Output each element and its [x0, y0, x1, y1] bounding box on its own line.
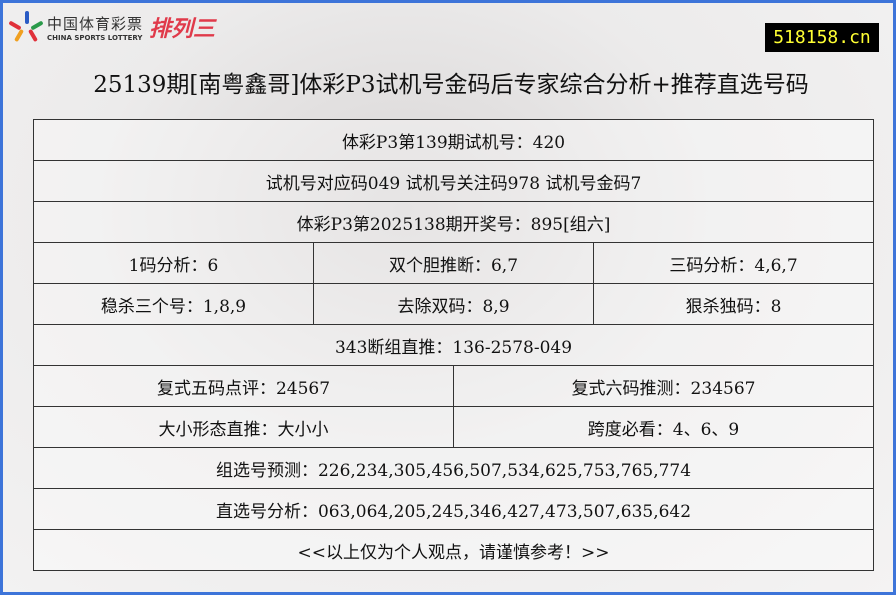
table-row: 复式五码点评：24567 复式六码推测：234567 — [33, 365, 875, 407]
page-title: 25139期[南粤鑫哥]体彩P3试机号金码后专家综合分析+推荐直选号码 — [93, 72, 809, 98]
logo-game-text: 排列三 — [149, 17, 216, 42]
kill-three: 稳杀三个号：1,8,9 — [33, 283, 314, 325]
size-pattern: 大小形态直推：大小小 — [33, 406, 454, 448]
remove-double: 去除双码：8,9 — [313, 283, 594, 325]
site-badge: 518158.cn — [765, 23, 879, 52]
table-row: 大小形态直推：大小小 跨度必看：4、6、9 — [33, 406, 875, 448]
trial-number: 体彩P3第139期试机号：420 — [32, 119, 875, 161]
double-bold: 双个胆推断：6,7 — [313, 242, 594, 284]
kill-single: 狠杀独码：8 — [592, 283, 875, 325]
group-prediction: 组选号预测：226,234,305,456,507,534,625,753,76… — [32, 447, 875, 489]
five-code: 复式五码点评：24567 — [33, 365, 454, 407]
table-row: 组选号预测：226,234,305,456,507,534,625,753,76… — [32, 447, 875, 489]
lottery-star-icon — [8, 11, 44, 43]
logo-en-text: CHINA SPORTS LOTTERY — [47, 33, 143, 42]
span: 跨度必看：4、6、9 — [452, 406, 875, 448]
table-row: 体彩P3第2025138期开奖号：895[组六] — [32, 201, 875, 243]
group-direct: 343断组直推：136-2578-049 — [32, 324, 875, 366]
trial-codes: 试机号对应码049 试机号关注码978 试机号金码7 — [32, 160, 875, 202]
logo-cn-text: 中国体育彩票 — [47, 14, 144, 33]
table-row: 体彩P3第139期试机号：420 — [32, 119, 875, 161]
one-code-analysis: 1码分析：6 — [33, 242, 314, 284]
six-code: 复式六码推测：234567 — [452, 365, 875, 407]
analysis-table: 体彩P3第139期试机号：420 试机号对应码049 试机号关注码978 试机号… — [32, 119, 875, 571]
table-row: 1码分析：6 双个胆推断：6,7 三码分析：4,6,7 — [33, 242, 875, 284]
table-row: <<以上仅为个人观点，请谨慎参考！>> — [32, 529, 875, 571]
draw-result: 体彩P3第2025138期开奖号：895[组六] — [32, 201, 875, 243]
disclaimer: <<以上仅为个人观点，请谨慎参考！>> — [32, 529, 875, 571]
three-code-analysis: 三码分析：4,6,7 — [592, 242, 875, 284]
table-row: 343断组直推：136-2578-049 — [32, 324, 875, 366]
table-row: 直选号分析：063,064,205,245,346,427,473,507,63… — [32, 488, 875, 530]
china-sports-lottery-logo: 中国体育彩票 CHINA SPORTS LOTTERY 排列三 — [8, 11, 216, 43]
table-row: 稳杀三个号：1,8,9 去除双码：8,9 狠杀独码：8 — [33, 283, 875, 325]
table-row: 试机号对应码049 试机号关注码978 试机号金码7 — [32, 160, 875, 202]
direct-analysis: 直选号分析：063,064,205,245,346,427,473,507,63… — [32, 488, 875, 530]
